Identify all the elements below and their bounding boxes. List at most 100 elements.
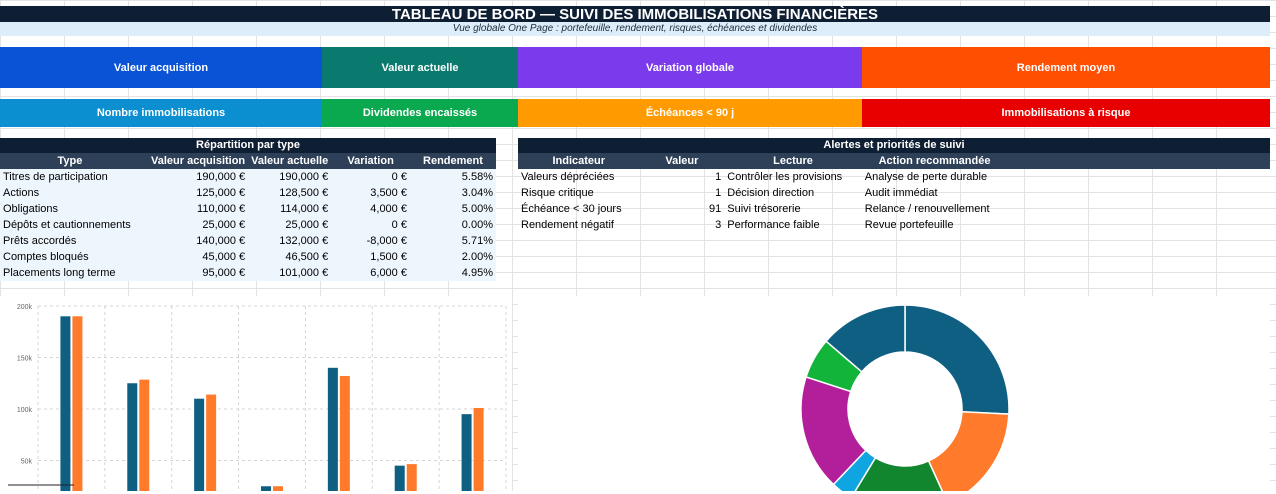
dashboard-title: TABLEAU DE BORD — SUIVI DES IMMOBILISATI… <box>0 6 1270 23</box>
kpi-label: Immobilisations à risque <box>1001 107 1131 119</box>
bar[interactable] <box>406 464 417 491</box>
table-cell: Comptes bloqués <box>0 249 140 265</box>
table-cell: Rendement négatif <box>521 219 614 231</box>
table-row[interactable]: Rendement négatif 3 Performance faible Revu… <box>518 217 1270 233</box>
col-action-recommandee[interactable]: Action recommandée <box>878 154 991 167</box>
kpi-label: Valeur acquisition <box>113 61 209 74</box>
table-cell: Prêts accordés <box>0 233 140 249</box>
table-row[interactable]: Risque critique 1 Décision direction Audit … <box>518 185 1270 201</box>
table-cell: 1 <box>715 187 722 199</box>
table-cell: Placements long terme <box>0 265 140 281</box>
table-cell: 128,500 € <box>248 185 332 201</box>
table-cell: 3.04% <box>409 185 496 201</box>
kpi-valeur-acquisition[interactable]: Valeur acquisition <box>0 47 322 88</box>
repartition-table: Type Valeur acquisition Valeur actuelle … <box>0 153 496 281</box>
col-valeur[interactable]: Valeur <box>665 154 699 167</box>
bar[interactable] <box>273 486 283 491</box>
table-cell: 91 <box>709 203 722 215</box>
bar[interactable] <box>127 383 138 491</box>
table-cell: Échéance < 30 jours <box>521 203 622 215</box>
col-valeur-acquisition[interactable]: Valeur acquisition <box>151 154 246 167</box>
table-cell: 5.58% <box>409 169 496 185</box>
col-variation[interactable]: Variation <box>347 154 394 167</box>
table-cell: 0.00% <box>409 217 496 233</box>
table-cell: 190,000 € <box>139 169 249 185</box>
donut-slice[interactable] <box>927 411 1010 494</box>
alertes-header-row: Indicateur Valeur Lecture Action recomma… <box>518 153 1270 169</box>
bar[interactable] <box>327 367 338 491</box>
kpi-dividendes-encaisses[interactable]: Dividendes encaissés <box>322 99 518 127</box>
table-row[interactable]: Titres de participation 190,000 €190,000 … <box>0 169 496 185</box>
y-tick-label: 150k <box>17 356 33 363</box>
table-cell: Risque critique <box>521 187 594 199</box>
donut-slice[interactable] <box>825 304 906 373</box>
table-row[interactable]: Comptes bloqués 45,000 €46,500 €1,500 €2.… <box>0 249 496 265</box>
col-valeur-actuelle[interactable]: Valeur actuelle <box>251 154 329 167</box>
table-cell: 3 <box>715 219 722 231</box>
kpi-label: Variation globale <box>645 61 735 74</box>
donut-slice[interactable] <box>851 456 948 494</box>
table-cell: 190,000 € <box>248 169 332 185</box>
table-cell: 101,000 € <box>248 265 332 281</box>
col-rendement[interactable]: Rendement <box>423 154 483 167</box>
bar[interactable] <box>194 398 205 491</box>
table-cell: Dépôts et cautionnements <box>0 217 140 233</box>
bar-chart: 200k 150k 100k 50k <box>8 304 507 491</box>
table-row[interactable]: Placements long terme 95,000 €101,000 €6,… <box>0 265 496 281</box>
bar[interactable] <box>394 465 405 491</box>
kpi-variation-globale[interactable]: Variation globale <box>518 47 862 88</box>
kpi-label: Valeur actuelle <box>381 61 459 74</box>
table-row[interactable]: Dépôts et cautionnements 25,000 €25,000 €… <box>0 217 496 233</box>
donut-chart-panel[interactable] <box>518 296 1270 494</box>
kpi-valeur-actuelle[interactable]: Valeur actuelle <box>322 47 518 88</box>
donut-slice[interactable] <box>904 304 1010 415</box>
bar[interactable] <box>261 486 271 491</box>
table-row[interactable]: Actions 125,000 €128,500 €3,500 €3.04% <box>0 185 496 201</box>
table-cell: 25,000 € <box>248 217 332 233</box>
table-row[interactable]: Valeurs dépréciées 1 Contrôler les provisi… <box>518 169 1270 185</box>
bar[interactable] <box>473 407 484 491</box>
table-cell: 125,000 € <box>139 185 249 201</box>
col-indicateur[interactable]: Indicateur <box>552 154 606 167</box>
kpi-label: Dividendes encaissés <box>362 107 478 119</box>
bar[interactable] <box>139 379 150 491</box>
table-cell: Relance / renouvellement <box>864 203 990 215</box>
table-row[interactable]: Échéance < 30 jours 91 Suivi trésorerie Rel… <box>518 201 1270 217</box>
table-cell: 140,000 € <box>139 233 249 249</box>
kpi-echeances-90j[interactable]: Échéances < 90 j <box>518 99 862 127</box>
dashboard-subtitle: Vue globale One Page : portefeuille, ren… <box>0 22 1270 36</box>
table-cell: 0 € <box>331 169 410 185</box>
repartition-header-row: Type Valeur acquisition Valeur actuelle … <box>0 153 496 169</box>
table-cell: 45,000 € <box>139 249 249 265</box>
kpi-rendement-moyen[interactable]: Rendement moyen <box>862 47 1270 88</box>
table-cell: 114,000 € <box>248 201 332 217</box>
col-type[interactable]: Type <box>57 154 83 167</box>
table-cell: Suivi trésorerie <box>727 203 801 215</box>
table-cell: -8,000 € <box>331 233 410 249</box>
bar-chart-panel[interactable]: 200k 150k 100k 50k <box>0 296 512 491</box>
bar[interactable] <box>60 316 71 491</box>
bar[interactable] <box>339 376 350 491</box>
table-cell: Titres de participation <box>0 169 140 185</box>
y-tick-label: 100k <box>17 407 33 414</box>
bar[interactable] <box>461 414 472 491</box>
bar[interactable] <box>206 394 217 491</box>
kpi-nombre-immobilisations[interactable]: Nombre immobilisations <box>0 99 322 127</box>
table-cell: Performance faible <box>727 219 820 231</box>
repartition-title: Répartition par type <box>0 138 496 153</box>
table-cell: 1,500 € <box>331 249 410 265</box>
table-cell: 4,000 € <box>331 201 410 217</box>
table-cell: 4.95% <box>409 265 496 281</box>
table-cell: Analyse de perte durable <box>864 171 988 183</box>
kpi-label: Rendement moyen <box>1016 61 1116 74</box>
table-cell: 5.00% <box>409 201 496 217</box>
table-row[interactable]: Obligations 110,000 €114,000 €4,000 €5.00… <box>0 201 496 217</box>
col-lecture[interactable]: Lecture <box>773 154 813 167</box>
table-cell: 95,000 € <box>139 265 249 281</box>
kpi-immobilisations-risque[interactable]: Immobilisations à risque <box>862 99 1270 127</box>
bar[interactable] <box>72 316 83 491</box>
y-tick-label: 50k <box>21 459 33 466</box>
table-cell: 46,500 € <box>248 249 332 265</box>
table-cell: Actions <box>0 185 140 201</box>
table-row[interactable]: Prêts accordés 140,000 €132,000 € -8,000 €… <box>0 233 496 249</box>
